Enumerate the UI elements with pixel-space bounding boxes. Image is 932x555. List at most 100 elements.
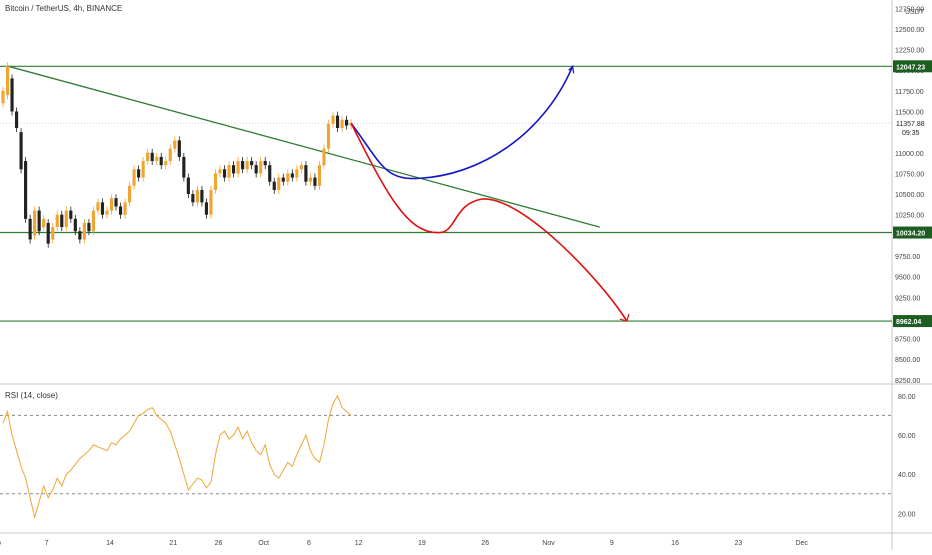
candle — [100, 202, 105, 215]
candle — [91, 210, 95, 232]
candle — [308, 177, 312, 182]
candle — [340, 119, 344, 128]
time-tick-label: 23 — [734, 540, 742, 547]
candle — [345, 119, 349, 126]
candle — [10, 78, 14, 112]
time-tick-label: 21 — [169, 540, 177, 547]
price-tick-label: 9750.00 — [895, 254, 920, 261]
candle — [313, 177, 317, 186]
candle — [200, 189, 204, 203]
candles — [1, 62, 353, 248]
candle — [299, 165, 303, 170]
candle — [268, 165, 272, 182]
price-tick-label: 11500.00 — [895, 109, 924, 116]
candle — [109, 198, 114, 211]
bullish-projection-path — [350, 65, 574, 180]
level-label: 10034.20 — [896, 231, 925, 238]
candle — [222, 169, 227, 178]
time-tick-label: 26 — [215, 540, 223, 547]
candle — [24, 161, 28, 219]
candle — [331, 115, 335, 124]
candle — [322, 148, 326, 166]
candle — [281, 177, 285, 182]
candle — [195, 189, 199, 203]
candle — [245, 161, 249, 170]
candle — [46, 222, 50, 244]
candle — [96, 202, 100, 211]
candle — [150, 152, 154, 162]
candle — [14, 111, 19, 128]
candle — [227, 165, 231, 178]
candle — [42, 218, 46, 228]
price-tick-label: 10250.00 — [895, 213, 924, 220]
level-label: 12047.23 — [896, 64, 925, 71]
candle — [60, 214, 64, 228]
candle — [87, 222, 91, 232]
candle — [277, 177, 281, 190]
price-tick-label: 9500.00 — [895, 275, 920, 282]
candle — [213, 173, 218, 190]
candle — [28, 218, 32, 240]
candle — [159, 156, 163, 166]
candle — [173, 140, 177, 149]
candle — [132, 169, 136, 186]
candle — [82, 222, 86, 240]
candle — [317, 165, 322, 186]
candle — [64, 210, 68, 228]
candle — [177, 140, 181, 157]
current-price-tag — [893, 117, 932, 138]
rsi-title: RSI (14, close) — [5, 391, 58, 400]
candle — [164, 161, 168, 166]
candle — [241, 161, 245, 170]
rsi-tick-label: 40.00 — [898, 472, 916, 479]
price-tick-label: 12500.00 — [895, 27, 924, 34]
currency-label: USDT — [905, 9, 925, 16]
trendline-layer — [7, 65, 600, 228]
candle — [19, 132, 23, 170]
price-tick-label: 11750.00 — [895, 89, 924, 96]
bearish-arrow-head — [619, 313, 630, 322]
candle — [146, 152, 150, 162]
candle — [141, 161, 145, 178]
candle — [218, 169, 222, 174]
candle — [128, 185, 132, 203]
price-tick-label: 11000.00 — [895, 151, 924, 158]
candle — [250, 161, 254, 166]
bullish-arrow-head — [568, 65, 575, 74]
horizontal-levels — [0, 65, 892, 322]
candle — [272, 181, 276, 190]
price-tick-label: 8250.00 — [895, 378, 920, 385]
price-tick-label: 9250.00 — [895, 295, 920, 302]
time-tick-label: 12 — [355, 540, 363, 547]
time-tick-label: 6 — [307, 540, 311, 547]
time-tick-label: Nov — [542, 540, 555, 547]
candle — [335, 115, 340, 128]
time-tick-label: 9 — [610, 540, 614, 547]
candle — [5, 66, 10, 95]
candle — [259, 161, 263, 174]
candle — [290, 173, 294, 178]
candle — [51, 227, 55, 240]
level-tag — [893, 226, 932, 239]
price-tick-label: 8750.00 — [895, 337, 920, 344]
price-tick-label: 12750.00 — [895, 6, 924, 13]
candle — [69, 210, 73, 219]
candle — [1, 90, 5, 104]
candle — [186, 177, 190, 195]
candle — [304, 165, 308, 182]
current-price-label: 11357.88 — [896, 121, 925, 128]
candle — [137, 169, 141, 178]
candle — [236, 161, 240, 174]
candle — [33, 210, 37, 236]
candle — [78, 231, 82, 240]
candle — [55, 214, 59, 228]
price-tick-label: 10500.00 — [895, 192, 924, 199]
projection-paths — [350, 65, 630, 322]
price-tick-label: 8500.00 — [895, 357, 920, 364]
candle — [326, 123, 331, 149]
candle — [209, 189, 213, 215]
candle — [155, 156, 159, 162]
candle — [204, 202, 209, 215]
